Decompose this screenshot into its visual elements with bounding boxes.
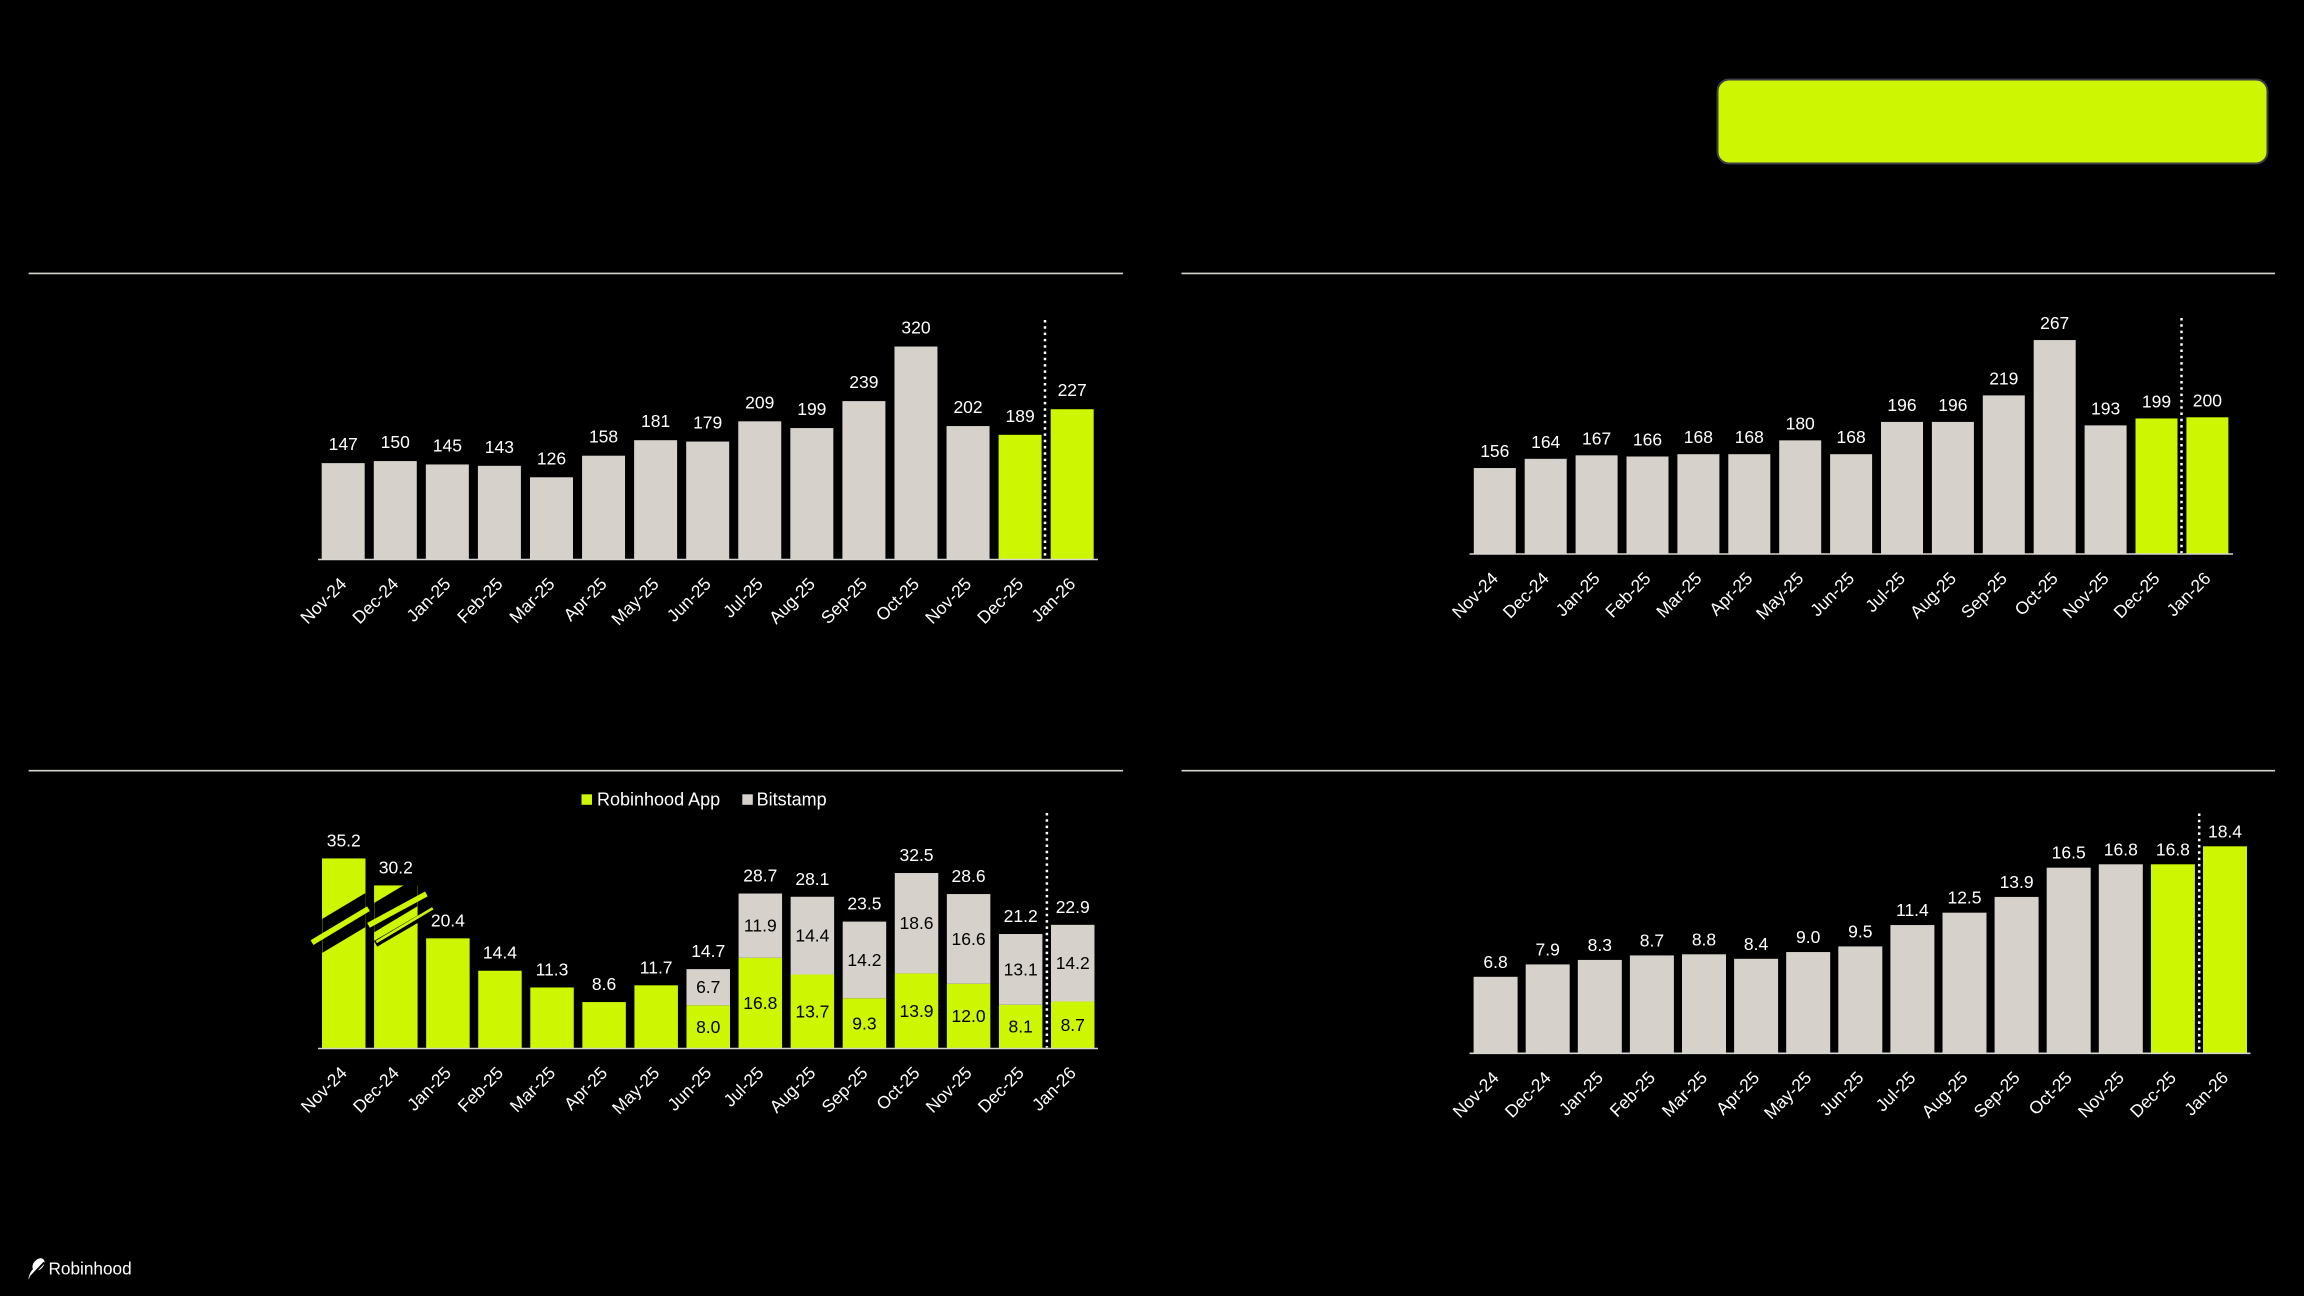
svg-text:8.4: 8.4 xyxy=(1744,934,1769,954)
svg-text:30.2: 30.2 xyxy=(379,857,413,877)
svg-text:13.9: 13.9 xyxy=(2000,872,2034,892)
svg-text:13.9: 13.9 xyxy=(899,1001,933,1021)
svg-text:14.4: 14.4 xyxy=(483,943,517,963)
svg-text:28.1: 28.1 xyxy=(795,869,829,889)
svg-text:Bitstamp: Bitstamp xyxy=(757,790,827,810)
svg-text:145: 145 xyxy=(433,435,462,455)
svg-text:12.0: 12.0 xyxy=(952,1006,986,1026)
svg-text:320: 320 xyxy=(901,318,930,338)
svg-text:168: 168 xyxy=(1735,427,1764,447)
svg-text:196: 196 xyxy=(1887,395,1916,415)
svg-text:35.2: 35.2 xyxy=(327,830,361,850)
svg-text:9.3: 9.3 xyxy=(852,1013,876,1033)
svg-text:23.5: 23.5 xyxy=(847,894,881,914)
svg-text:9.5: 9.5 xyxy=(1848,921,1872,941)
svg-text:11.4: 11.4 xyxy=(1896,900,1929,920)
svg-text:199: 199 xyxy=(2142,391,2171,411)
svg-text:28.6: 28.6 xyxy=(952,866,986,886)
svg-text:189: 189 xyxy=(1006,406,1035,426)
svg-text:9.0: 9.0 xyxy=(1796,927,1821,947)
svg-text:16.8: 16.8 xyxy=(2104,839,2138,859)
svg-text:168: 168 xyxy=(1836,427,1865,447)
svg-text:8.6: 8.6 xyxy=(592,974,616,994)
svg-text:168: 168 xyxy=(1684,427,1713,447)
svg-text:7.9: 7.9 xyxy=(1536,939,1560,959)
svg-text:8.1: 8.1 xyxy=(1008,1017,1032,1037)
svg-text:150: 150 xyxy=(381,432,410,452)
svg-text:11.9: 11.9 xyxy=(744,916,777,936)
svg-text:8.8: 8.8 xyxy=(1692,929,1716,949)
svg-text:11.7: 11.7 xyxy=(640,957,673,977)
svg-text:32.5: 32.5 xyxy=(899,845,933,865)
svg-text:16.8: 16.8 xyxy=(2156,839,2190,859)
svg-text:16.6: 16.6 xyxy=(952,929,986,949)
svg-text:166: 166 xyxy=(1633,430,1662,450)
svg-text:14.2: 14.2 xyxy=(1056,953,1090,973)
svg-text:8.7: 8.7 xyxy=(1061,1015,1085,1035)
svg-text:8.7: 8.7 xyxy=(1640,930,1664,950)
svg-text:267: 267 xyxy=(2040,313,2069,333)
svg-text:18.6: 18.6 xyxy=(899,913,933,933)
svg-text:6.7: 6.7 xyxy=(696,977,720,997)
svg-text:199: 199 xyxy=(797,399,826,419)
svg-text:20.4: 20.4 xyxy=(431,910,465,930)
svg-text:196: 196 xyxy=(1938,395,1967,415)
svg-text:22.9: 22.9 xyxy=(1056,897,1090,917)
svg-text:158: 158 xyxy=(589,427,618,447)
svg-text:209: 209 xyxy=(745,392,774,412)
svg-text:21.2: 21.2 xyxy=(1004,906,1038,926)
svg-text:16.8: 16.8 xyxy=(743,993,777,1013)
svg-text:18.4: 18.4 xyxy=(2208,821,2242,841)
svg-text:14.7: 14.7 xyxy=(691,941,725,961)
svg-text:16.5: 16.5 xyxy=(2052,843,2086,863)
svg-text:8.0: 8.0 xyxy=(696,1017,721,1037)
svg-text:200: 200 xyxy=(2193,390,2222,410)
svg-text:156: 156 xyxy=(1480,441,1509,461)
svg-text:8.3: 8.3 xyxy=(1588,935,1612,955)
svg-text:164: 164 xyxy=(1531,432,1560,452)
svg-text:147: 147 xyxy=(329,434,358,454)
svg-text:202: 202 xyxy=(953,397,982,417)
svg-text:11.3: 11.3 xyxy=(536,959,569,979)
svg-text:Robinhood App: Robinhood App xyxy=(597,790,720,810)
svg-text:28.7: 28.7 xyxy=(743,866,777,886)
svg-text:12.5: 12.5 xyxy=(1947,888,1981,908)
svg-text:14.4: 14.4 xyxy=(795,926,829,946)
svg-text:179: 179 xyxy=(693,413,722,433)
svg-text:180: 180 xyxy=(1786,413,1815,433)
svg-text:227: 227 xyxy=(1058,380,1087,400)
svg-text:181: 181 xyxy=(641,411,670,431)
svg-text:193: 193 xyxy=(2091,398,2120,418)
svg-text:14.2: 14.2 xyxy=(847,950,881,970)
svg-text:167: 167 xyxy=(1582,428,1611,448)
svg-text:13.1: 13.1 xyxy=(1004,959,1038,979)
svg-text:126: 126 xyxy=(537,448,566,468)
svg-text:Robinhood: Robinhood xyxy=(49,1259,132,1279)
svg-text:239: 239 xyxy=(849,372,878,392)
svg-text:143: 143 xyxy=(485,437,514,457)
svg-text:219: 219 xyxy=(1989,368,2018,388)
svg-text:6.8: 6.8 xyxy=(1483,952,1507,972)
svg-text:13.7: 13.7 xyxy=(795,1002,829,1022)
